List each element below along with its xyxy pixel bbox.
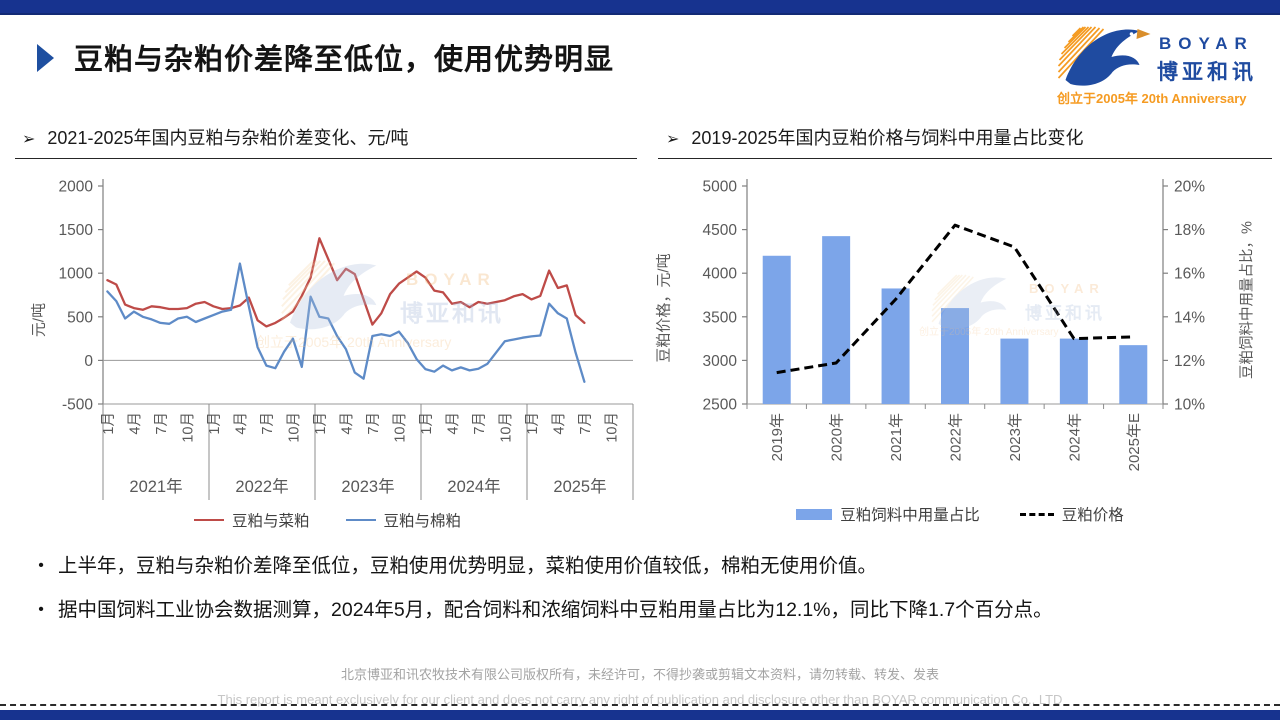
x-category-label: 2022年 <box>948 413 965 461</box>
x-category-label: 2020年 <box>829 413 846 461</box>
bullet-dot: • <box>38 601 44 619</box>
y-tick-label: 1500 <box>59 222 94 239</box>
price-share-bar-chart: 5000 4500 4000 3500 3000 2500 20% 18% 16% 14% 12% 1… <box>703 179 1206 472</box>
x-month-label: 7月 <box>366 412 382 435</box>
bottom-accent-bar <box>0 710 1280 720</box>
x-category-label: 2019年 <box>769 413 786 461</box>
x-month-label: 4月 <box>551 412 567 435</box>
left-title-rule <box>15 158 637 159</box>
legend-item: 豆粕饲料中用量占比 <box>796 503 980 525</box>
x-month-label: 10月 <box>286 412 302 443</box>
right-tick-label: 10% <box>1174 397 1205 414</box>
y-tick-label: 2000 <box>59 179 94 196</box>
y-tick-label: 1000 <box>59 266 94 283</box>
series-line-豆粕与棉粕 <box>106 262 586 383</box>
y-tick-label: -500 <box>62 397 93 414</box>
slide-title: 豆粕与杂粕价差降至低位，使用优势明显 <box>74 44 615 76</box>
left-tick-label: 4500 <box>703 222 738 239</box>
footer-dashed-divider <box>0 704 1280 706</box>
x-month-label: 4月 <box>445 412 461 435</box>
series-line-豆粕与菜粕 <box>106 237 586 328</box>
right-tick-label: 12% <box>1174 353 1205 370</box>
x-month-label: 4月 <box>127 412 143 435</box>
x-year-label: 2023年 <box>341 477 394 496</box>
x-year-label: 2022年 <box>235 477 288 496</box>
bar-swatch <box>796 508 833 520</box>
x-month-label: 4月 <box>233 412 249 435</box>
x-month-label: 1月 <box>419 412 435 435</box>
x-category-label: 2024年 <box>1066 413 1083 461</box>
red-line-swatch <box>193 519 224 521</box>
right-chart-legend: 豆粕饲料中用量占比 豆粕价格 <box>645 503 1275 525</box>
x-month-label: 7月 <box>578 412 594 435</box>
logo-tagline: 创立于2005年 20th Anniversary <box>1057 91 1247 106</box>
x-month-label: 10月 <box>180 412 196 443</box>
legend-item: 豆粕价格 <box>1019 503 1124 525</box>
x-month-label: 7月 <box>260 412 276 435</box>
left-chart-title: ➢ 2021-2025年国内豆粕与杂粕价差变化、元/吨 <box>22 128 409 148</box>
right-tick-label: 16% <box>1174 266 1205 283</box>
boyar-bird-icon <box>1057 26 1151 86</box>
left-tick-label: 3000 <box>703 353 738 370</box>
bar-2023年 <box>1000 338 1029 404</box>
blue-line-swatch <box>345 519 376 521</box>
bar-2020年 <box>822 236 851 404</box>
right-tick-label: 18% <box>1174 222 1205 239</box>
left-tick-label: 5000 <box>703 179 738 196</box>
x-month-label: 1月 <box>101 412 117 435</box>
x-category-label: 2023年 <box>1007 413 1024 461</box>
x-month-label: 1月 <box>207 412 223 435</box>
x-month-label: 1月 <box>525 412 541 435</box>
title-arrow-icon <box>37 44 54 72</box>
dashed-line-swatch <box>1019 512 1054 516</box>
price-dashed-line <box>776 223 1134 375</box>
arrow-bullet-icon: ➢ <box>22 131 36 148</box>
arrow-bullet-icon: ➢ <box>666 131 680 148</box>
right-tick-label: 14% <box>1174 309 1205 326</box>
left-tick-label: 4000 <box>703 266 738 283</box>
x-month-label: 7月 <box>154 412 170 435</box>
right-chart-title: ➢ 2019-2025年国内豆粕价格与饲料中用量占比变化 <box>666 128 1084 148</box>
x-month-label: 10月 <box>392 412 408 443</box>
x-month-label: 10月 <box>498 412 514 443</box>
left-chart-y-axis-label: 元/吨 <box>30 302 48 338</box>
legend-item: 豆粕与棉粕 <box>345 509 461 531</box>
bullet-item: • 上半年，豆粕与杂粕价差降至低位，豆粕使用优势明显，菜粕使用价值较低，棉粕无使… <box>24 552 1264 580</box>
bar-2021年 <box>881 288 910 404</box>
top-accent-bar <box>0 0 1280 15</box>
footer-disclaimer-en: This report is meant exclusively for our… <box>217 692 1063 707</box>
left-tick-label: 3500 <box>703 309 738 326</box>
right-chart-right-axis-label: 豆粕饲料中用量占比，% <box>1239 221 1256 379</box>
y-tick-label: 500 <box>67 309 93 326</box>
left-chart-legend: 豆粕与菜粕 豆粕与棉粕 <box>15 509 640 531</box>
bullet-dot: • <box>38 557 44 574</box>
bar-2025年E <box>1119 345 1148 404</box>
right-title-rule <box>658 158 1272 159</box>
bar-2019年 <box>762 255 791 404</box>
x-month-label: 4月 <box>339 412 355 435</box>
spread-line-chart: 2000 1500 1000 500 0 -500 2021年 1月 4月 7月 10月 2022年 1… <box>59 179 634 500</box>
x-month-label: 1月 <box>313 412 329 435</box>
right-tick-label: 20% <box>1174 179 1205 196</box>
logo-brand-cn: 博亚和讯 <box>1157 61 1257 84</box>
left-tick-label: 2500 <box>703 397 738 414</box>
x-year-label: 2024年 <box>447 477 500 496</box>
x-month-label: 7月 <box>472 412 488 435</box>
x-category-label: 2025年E <box>1126 413 1143 471</box>
x-category-label: 2021年 <box>888 413 905 461</box>
bar-2022年 <box>941 308 969 404</box>
key-points: • 上半年，豆粕与杂粕价差降至低位，豆粕使用优势明显，菜粕使用价值较低，棉粕无使… <box>24 552 1264 641</box>
boyar-logo: BOYAR 博亚和讯 创立于2005年 20th Anniversary <box>1055 16 1260 108</box>
x-year-label: 2025年 <box>553 477 606 496</box>
right-chart-left-axis-label: 豆粕价格，元/吨 <box>655 253 673 363</box>
logo-brand-en: BOYAR <box>1159 34 1254 53</box>
legend-item: 豆粕与菜粕 <box>193 509 310 531</box>
footer-copyright-cn: 北京博亚和讯农牧技术有限公司版权所有，未经许可，不得抄袭或剪辑文本资料，请勿转载… <box>340 667 939 682</box>
y-tick-label: 0 <box>84 353 93 370</box>
x-year-label: 2021年 <box>129 477 182 496</box>
bullet-item: • 据中国饲料工业协会数据测算，2024年5月，配合饲料和浓缩饲料中豆粕用量占比… <box>24 596 1264 624</box>
bar-2024年 <box>1059 338 1088 404</box>
x-month-label: 10月 <box>604 412 620 443</box>
